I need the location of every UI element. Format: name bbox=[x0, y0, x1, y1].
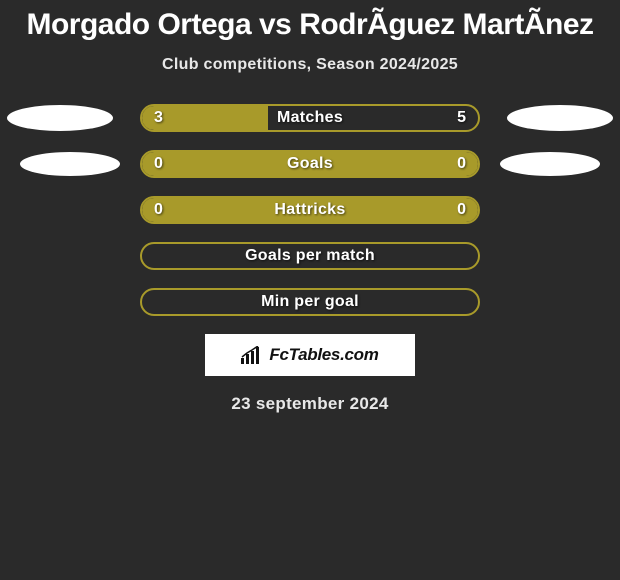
stat-row: 0 0 Goals bbox=[0, 150, 620, 178]
brand-text: FcTables.com bbox=[269, 345, 378, 365]
date-text: 23 september 2024 bbox=[0, 394, 620, 414]
stat-row: Min per goal bbox=[0, 288, 620, 316]
player-right-ellipse bbox=[507, 105, 613, 131]
stat-value-left: 0 bbox=[154, 155, 163, 173]
player-left-ellipse bbox=[7, 105, 113, 131]
stats-container: 3 5 Matches 0 0 Goals 0 0 Hattricks Goals per mat… bbox=[0, 104, 620, 316]
stat-label: Matches bbox=[277, 109, 343, 127]
subtitle: Club competitions, Season 2024/2025 bbox=[0, 56, 620, 74]
stat-row: 3 5 Matches bbox=[0, 104, 620, 132]
stat-row: 0 0 Hattricks bbox=[0, 196, 620, 224]
stat-value-right: 0 bbox=[457, 201, 466, 219]
stat-bar: Goals per match bbox=[140, 242, 480, 270]
player-right-ellipse bbox=[500, 152, 600, 176]
stat-value-left: 3 bbox=[154, 109, 163, 127]
chart-icon bbox=[241, 346, 263, 364]
stat-bar: 0 0 Hattricks bbox=[140, 196, 480, 224]
stat-bar: Min per goal bbox=[140, 288, 480, 316]
stat-label: Goals bbox=[287, 155, 333, 173]
stat-bar: 3 5 Matches bbox=[140, 104, 480, 132]
stat-value-right: 5 bbox=[457, 109, 466, 127]
player-left-ellipse bbox=[20, 152, 120, 176]
stat-value-left: 0 bbox=[154, 201, 163, 219]
stat-label: Min per goal bbox=[261, 293, 359, 311]
stat-label: Hattricks bbox=[274, 201, 345, 219]
stat-label: Goals per match bbox=[245, 247, 375, 265]
stat-bar: 0 0 Goals bbox=[140, 150, 480, 178]
stat-row: Goals per match bbox=[0, 242, 620, 270]
page-title: Morgado Ortega vs RodrÃ­guez MartÃ­nez bbox=[0, 0, 620, 42]
brand-badge: FcTables.com bbox=[205, 334, 415, 376]
stat-value-right: 0 bbox=[457, 155, 466, 173]
